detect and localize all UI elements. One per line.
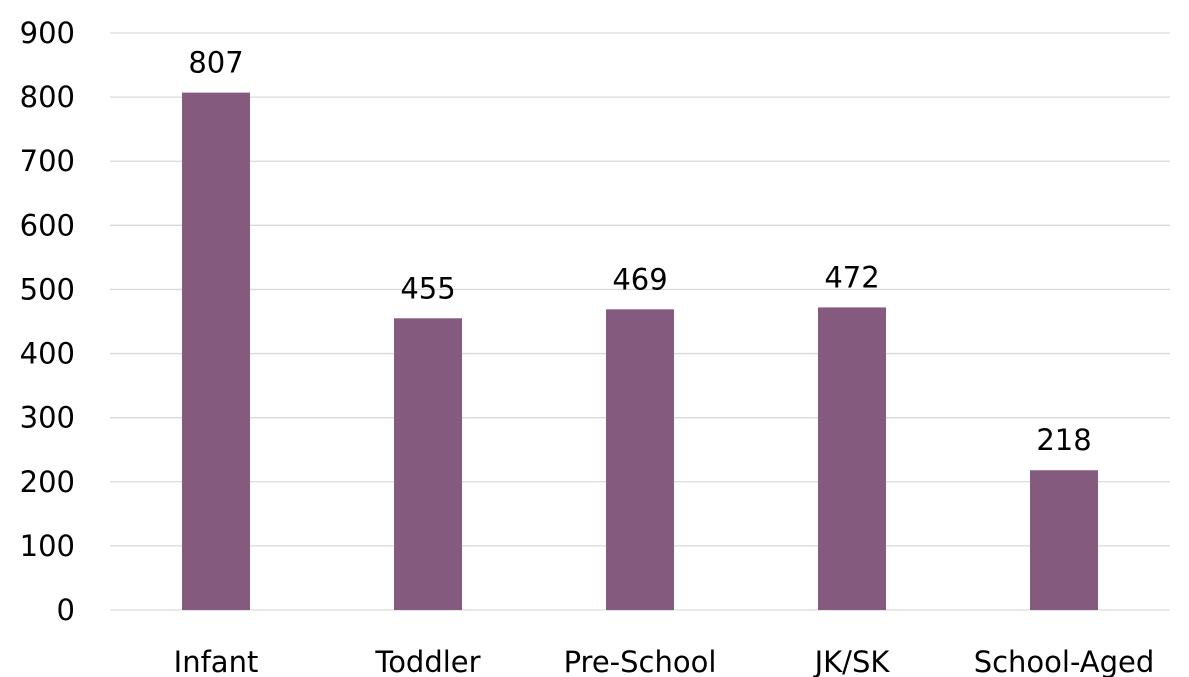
y-tick-label: 100	[20, 529, 75, 563]
bar-jk-sk	[818, 307, 886, 610]
x-category-label: Infant	[174, 645, 259, 677]
bar-school-aged	[1030, 470, 1098, 610]
data-label: 469	[612, 262, 667, 296]
bar-toddler	[394, 318, 462, 610]
y-tick-label: 900	[20, 16, 75, 50]
y-tick-label: 400	[20, 337, 75, 371]
x-category-label: Pre-School	[564, 645, 717, 677]
y-axis-ticks: 0 100 200 300 400 500 600 700 800 900	[20, 16, 75, 627]
y-tick-label: 500	[20, 272, 75, 306]
data-label: 455	[400, 271, 455, 305]
x-category-label: JK/SK	[813, 645, 891, 677]
data-labels: 807 455 469 472 218	[188, 46, 1091, 458]
bar-infant	[182, 92, 250, 610]
y-tick-label: 600	[20, 208, 75, 242]
bars	[182, 92, 1098, 610]
y-tick-label: 200	[20, 465, 75, 499]
x-axis-categories: Infant Toddler Pre-School JK/SK School-Aged	[174, 645, 1155, 677]
y-tick-label: 300	[20, 401, 75, 435]
bar-pre-school	[606, 309, 674, 610]
x-category-label: School-Aged	[974, 645, 1155, 677]
y-tick-label: 800	[20, 80, 75, 114]
data-label: 218	[1036, 423, 1091, 457]
y-tick-label: 700	[20, 144, 75, 178]
data-label: 472	[824, 260, 879, 294]
data-label: 807	[188, 46, 243, 80]
x-category-label: Toddler	[374, 645, 480, 677]
y-tick-label: 0	[57, 593, 75, 627]
